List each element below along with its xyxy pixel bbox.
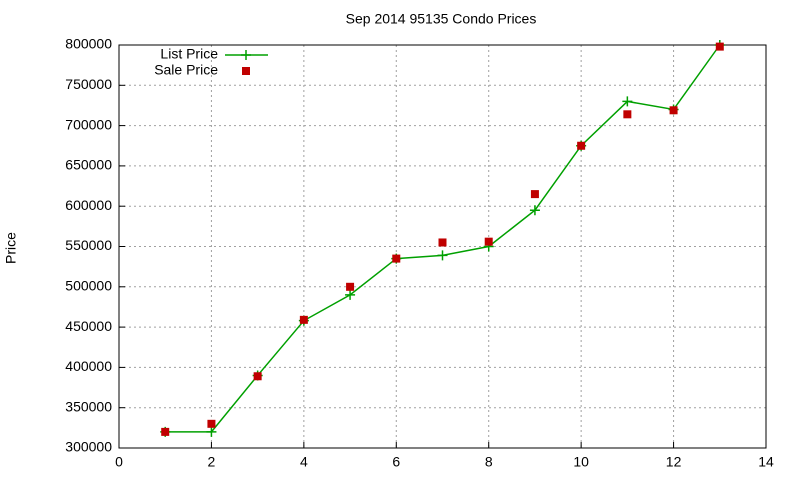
y-tick-label: 600000: [65, 197, 112, 213]
data-point: [577, 141, 586, 150]
data-point: [529, 205, 540, 216]
x-tick-label: 14: [758, 454, 774, 470]
y-axis-label: Price: [3, 232, 19, 264]
x-tick-label: 8: [485, 454, 493, 470]
y-tick-label: 750000: [65, 76, 112, 92]
plot-frame: [118, 44, 767, 449]
chart-title: Sep 2014 95135 Condo Prices: [346, 11, 537, 27]
y-tick-label: 300000: [65, 439, 112, 455]
legend-label: Sale Price: [154, 62, 218, 78]
data-point: [530, 190, 539, 199]
y-tick-label: 650000: [65, 157, 112, 173]
data-point: [622, 96, 633, 107]
data-point: [345, 289, 356, 300]
data-point: [484, 237, 493, 246]
legend-label: List Price: [160, 46, 218, 62]
data-point: [206, 426, 217, 437]
data-point: [392, 254, 401, 263]
x-tick-label: 12: [666, 454, 682, 470]
y-tick-label: 800000: [65, 36, 112, 52]
legend-marker: [242, 67, 250, 75]
data-point: [669, 106, 678, 115]
data-point: [299, 315, 308, 324]
series-line: [165, 44, 721, 433]
data-point: [623, 110, 632, 119]
data-point: [346, 282, 355, 291]
data-point: [207, 419, 216, 428]
data-point: [715, 42, 724, 51]
x-tick-label: 6: [392, 454, 400, 470]
y-tick-label: 550000: [65, 237, 112, 253]
data-point: [161, 427, 170, 436]
y-tick-label: 450000: [65, 318, 112, 334]
y-tick-label: 350000: [65, 398, 112, 414]
data-point: [253, 372, 262, 381]
y-tick-label: 700000: [65, 116, 112, 132]
y-tick-label: 500000: [65, 278, 112, 294]
data-point: [438, 238, 447, 247]
x-tick-label: 2: [208, 454, 216, 470]
x-tick-label: 4: [300, 454, 308, 470]
data-point: [437, 250, 448, 261]
y-tick-label: 400000: [65, 358, 112, 374]
legend-marker: [241, 50, 251, 60]
x-tick-label: 0: [115, 454, 123, 470]
x-tick-label: 10: [573, 454, 589, 470]
